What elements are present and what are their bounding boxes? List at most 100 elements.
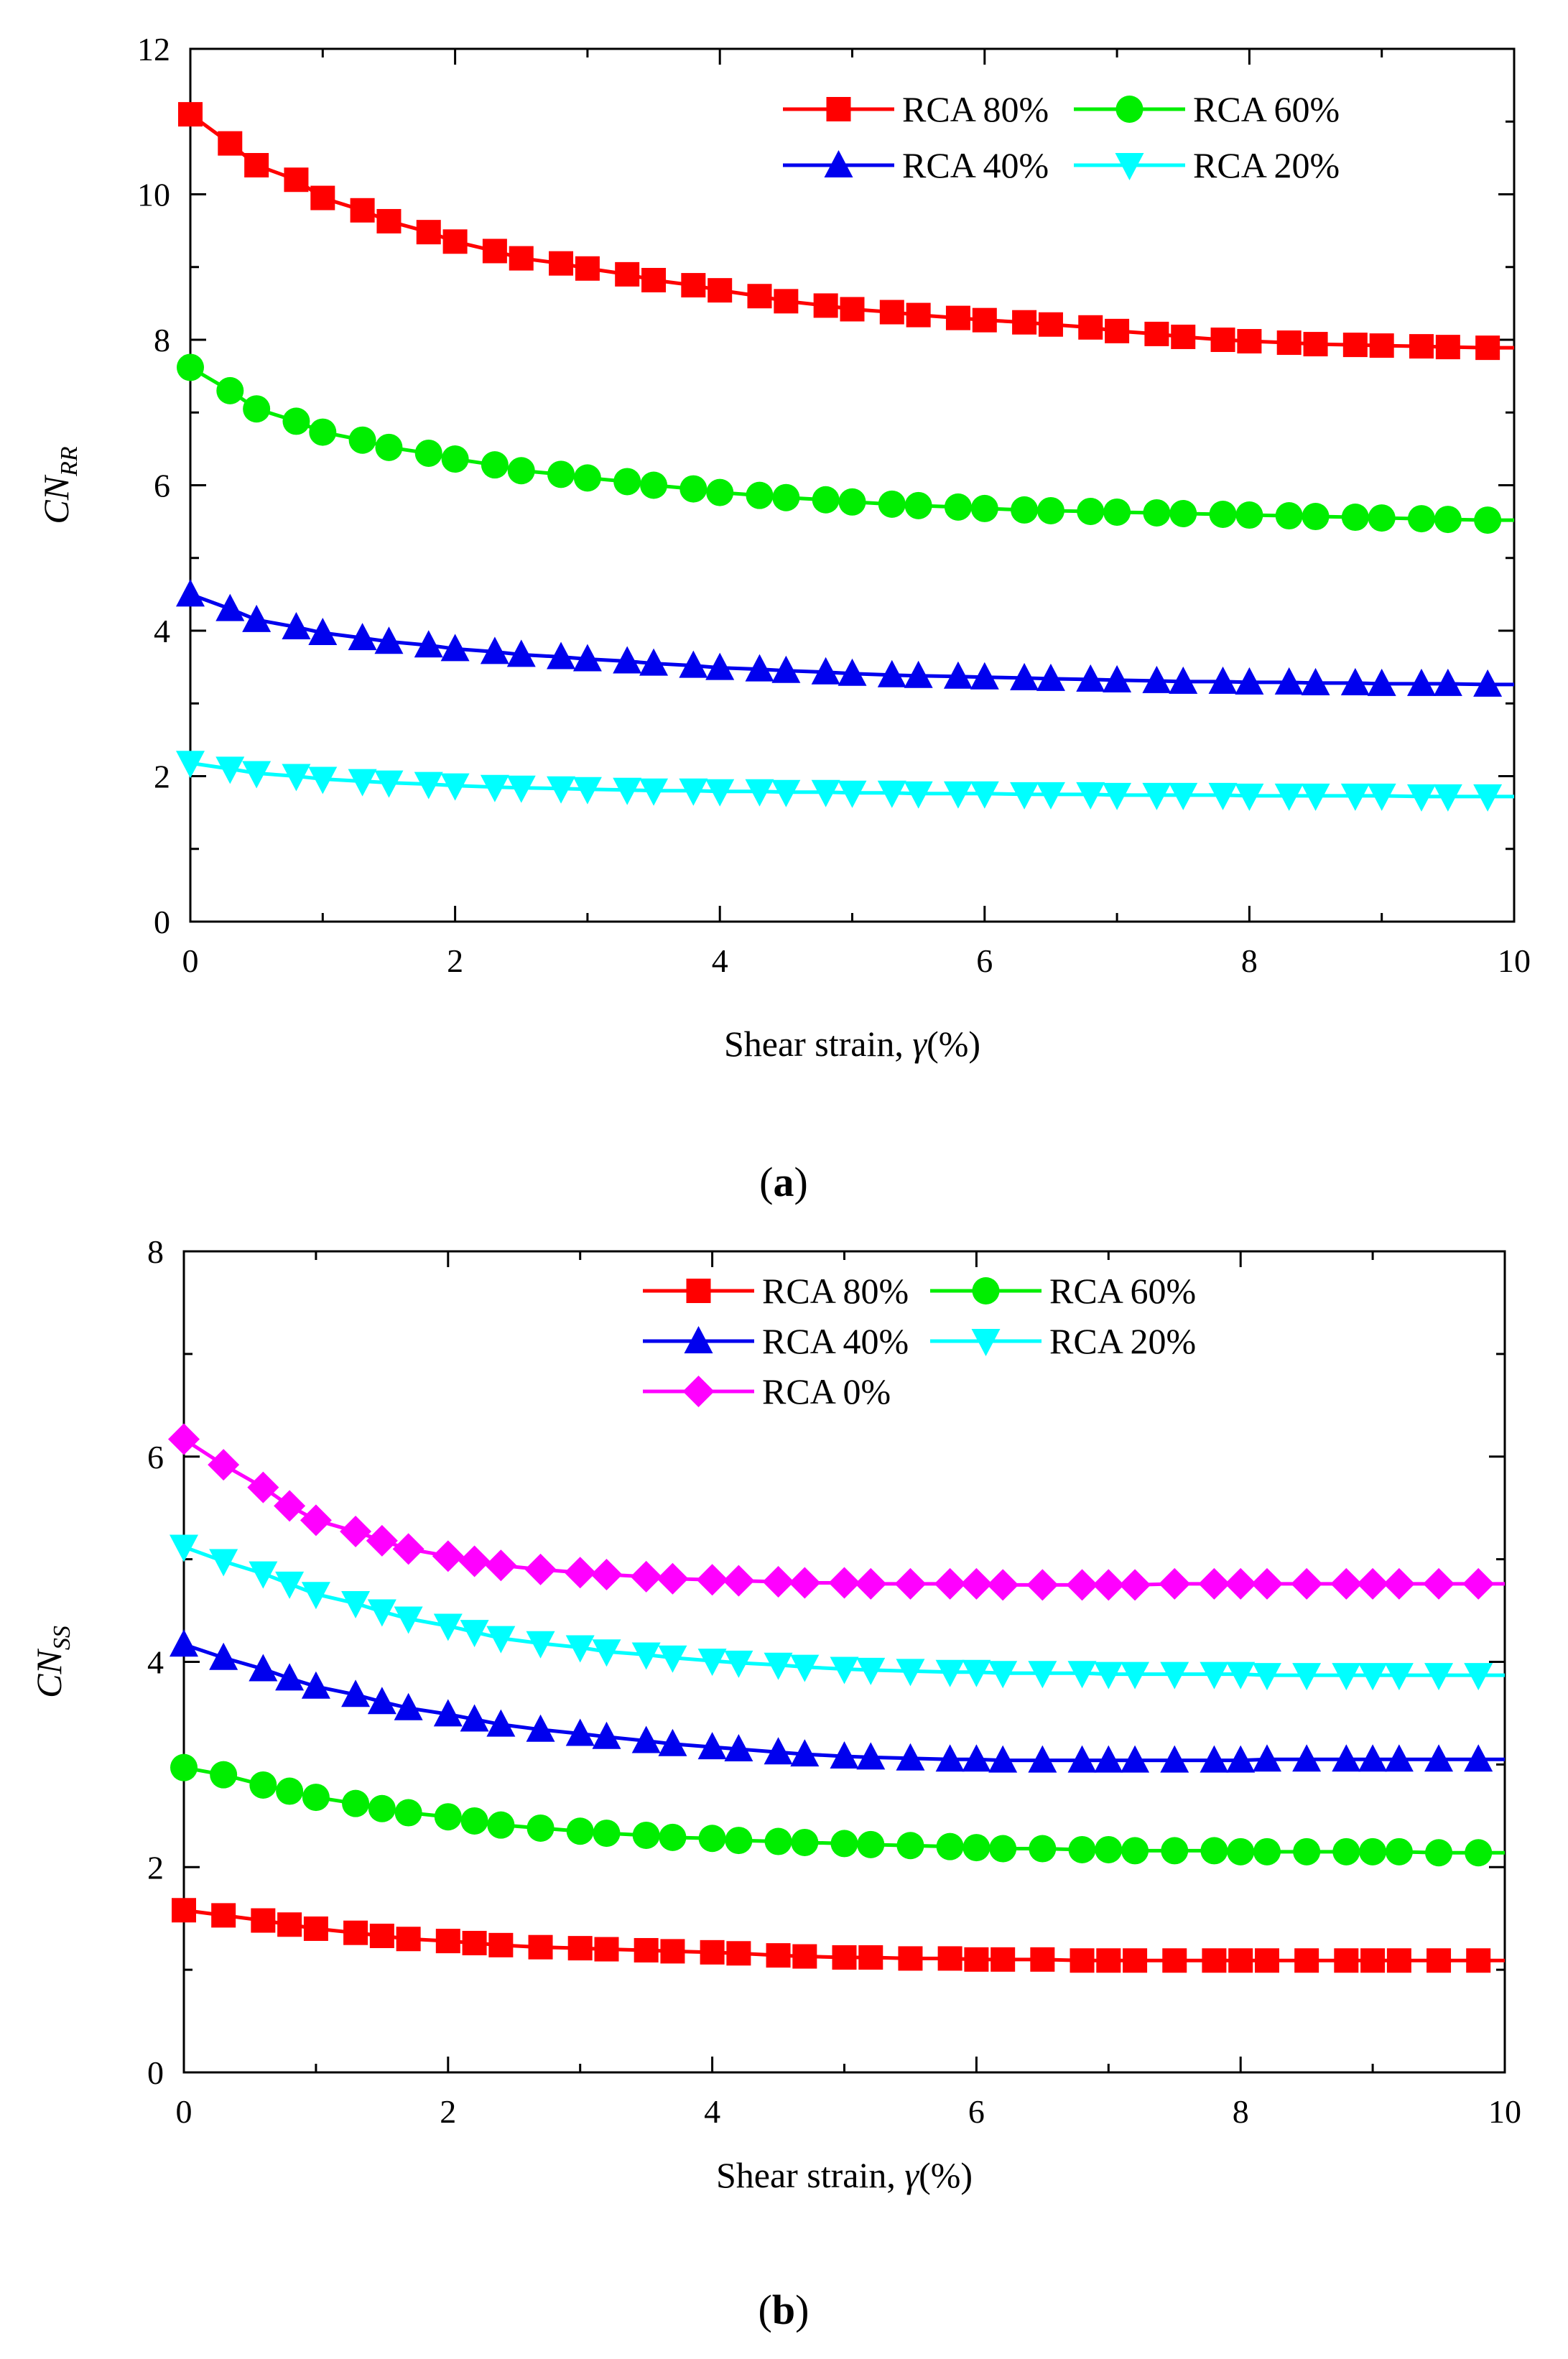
- y-axis-title: CNRR: [36, 446, 83, 524]
- data-point: [745, 779, 774, 807]
- data-point: [1200, 1745, 1229, 1773]
- legend-label: RCA 60%: [1193, 89, 1340, 129]
- data-point: [1474, 506, 1502, 534]
- data-point: [1473, 784, 1503, 812]
- legend-item: RCA 20%: [1074, 145, 1340, 185]
- data-point: [970, 662, 999, 690]
- data-point: [937, 1946, 962, 1971]
- data-point: [342, 1789, 370, 1817]
- data-point: [376, 208, 402, 233]
- data-point: [1291, 1567, 1323, 1600]
- data-point: [392, 1533, 425, 1565]
- data-point: [725, 1827, 753, 1855]
- data-point: [896, 1659, 925, 1687]
- data-point: [549, 251, 574, 276]
- series-rca-20-: [170, 1534, 1505, 1691]
- data-point: [1038, 312, 1063, 337]
- data-point: [1026, 1569, 1059, 1601]
- data-point: [1077, 497, 1105, 525]
- data-point: [249, 1561, 278, 1589]
- legend-label: RCA 80%: [762, 1271, 909, 1311]
- data-point: [988, 1661, 1018, 1689]
- data-point: [1066, 1569, 1098, 1601]
- data-point: [310, 185, 335, 210]
- data-point: [1359, 1837, 1387, 1866]
- data-point: [774, 289, 799, 314]
- y-tick-label: 0: [147, 2054, 164, 2091]
- x-tick-label: 0: [176, 2093, 192, 2130]
- data-point: [1254, 1948, 1279, 1973]
- data-point: [242, 604, 272, 632]
- data-point: [832, 1945, 857, 1970]
- data-point: [828, 1567, 860, 1599]
- data-point: [987, 1569, 1019, 1601]
- data-point: [1466, 1948, 1491, 1973]
- y-tick-label: 6: [147, 1439, 164, 1475]
- data-point: [962, 1659, 991, 1687]
- y-tick-label: 12: [137, 31, 170, 68]
- data-point: [934, 1567, 966, 1600]
- data-point: [746, 481, 774, 509]
- data-point: [1433, 784, 1462, 812]
- data-point: [301, 1582, 330, 1610]
- data-point: [613, 777, 642, 805]
- data-point: [812, 486, 840, 514]
- data-point: [592, 1721, 621, 1749]
- data-point: [458, 1545, 491, 1577]
- data-point: [301, 1671, 330, 1699]
- x-tick-label: 2: [440, 2093, 456, 2130]
- x-axis-title: Shear strain, γ(%): [724, 1024, 980, 1064]
- data-point: [1160, 1662, 1189, 1690]
- data-point: [970, 781, 999, 809]
- data-point: [374, 770, 404, 798]
- data-point: [658, 1645, 687, 1673]
- data-point: [1425, 1839, 1453, 1867]
- data-point: [375, 433, 403, 461]
- data-point: [168, 1423, 200, 1455]
- data-point: [705, 779, 735, 807]
- x-axis-title: Shear strain, γ(%): [716, 2155, 973, 2195]
- data-point: [838, 780, 867, 808]
- data-point: [172, 1898, 196, 1923]
- data-point: [282, 611, 311, 639]
- data-point: [282, 407, 310, 435]
- data-point: [215, 756, 245, 784]
- data-point: [700, 1939, 725, 1965]
- series-rca-0-: [168, 1423, 1505, 1601]
- data-point: [440, 773, 470, 801]
- data-point: [943, 781, 973, 809]
- data-point: [1475, 335, 1500, 361]
- data-point: [1076, 664, 1105, 692]
- panel-caption: (a): [759, 1159, 808, 1205]
- data-point: [1252, 1663, 1281, 1691]
- legend-label: RCA 80%: [902, 89, 1049, 129]
- data-point: [440, 634, 470, 662]
- data-point: [681, 273, 706, 298]
- data-point: [1424, 1744, 1454, 1772]
- data-point: [813, 293, 838, 318]
- data-point: [302, 1784, 330, 1812]
- data-point: [856, 1657, 886, 1685]
- data-point: [1252, 1744, 1281, 1772]
- data-point: [1121, 1745, 1150, 1773]
- data-point: [1036, 663, 1065, 691]
- data-point: [594, 1937, 619, 1962]
- data-point: [1142, 782, 1172, 810]
- legend-label: RCA 40%: [762, 1321, 909, 1361]
- data-point: [1360, 1948, 1386, 1973]
- data-point: [209, 1549, 238, 1577]
- panel-caption: (b): [759, 2286, 809, 2333]
- data-point: [1274, 783, 1304, 811]
- data-point: [1078, 315, 1103, 340]
- data-point: [811, 657, 840, 685]
- data-point: [1358, 1663, 1388, 1691]
- data-point: [1202, 1948, 1227, 1973]
- data-point: [348, 769, 377, 797]
- data-point: [962, 1834, 991, 1862]
- data-point: [724, 1733, 753, 1761]
- data-point: [215, 593, 245, 621]
- data-point: [1464, 1663, 1493, 1691]
- data-point: [572, 777, 602, 805]
- data-point: [210, 1761, 238, 1789]
